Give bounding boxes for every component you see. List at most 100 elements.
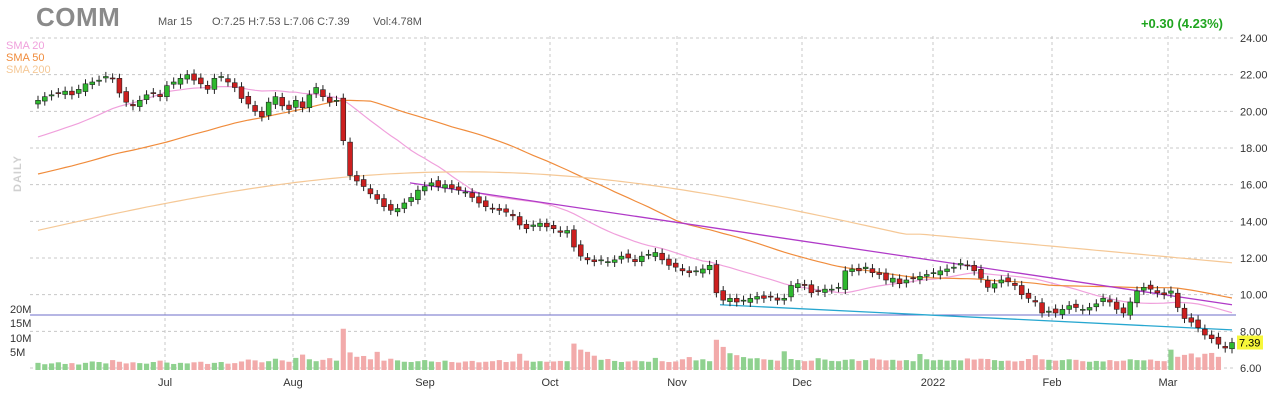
candle-body	[964, 264, 971, 267]
candle-body	[510, 214, 516, 217]
volume-bar	[869, 358, 876, 370]
volume-bar	[150, 362, 156, 370]
last-price-badge	[1237, 335, 1263, 350]
candle-body	[1100, 298, 1106, 302]
candle-body	[1127, 301, 1133, 316]
candle-body	[686, 270, 693, 273]
volume-bar	[910, 361, 916, 370]
volume-bar	[1202, 353, 1208, 370]
volume-bar	[374, 351, 380, 370]
volume-bar	[489, 361, 496, 370]
volume-bar	[842, 359, 848, 370]
volume-bar	[238, 361, 245, 370]
x-tick-label: Sep	[415, 377, 435, 389]
candle-body	[1005, 277, 1011, 283]
volume-bar	[252, 360, 258, 370]
volume-bar	[978, 358, 984, 370]
candle-body	[937, 270, 944, 276]
volume-bar	[225, 363, 231, 370]
volume-bar	[428, 361, 435, 370]
volume-bar	[476, 362, 482, 370]
candle-body	[550, 225, 557, 229]
volume-bar	[1025, 359, 1032, 370]
candle-body	[388, 204, 394, 211]
volume-bar	[354, 356, 360, 370]
candle-body	[218, 76, 224, 78]
candle-body	[333, 100, 340, 102]
candle-body	[740, 299, 747, 302]
candle-body	[1202, 328, 1208, 336]
x-tick-label: Dec	[792, 377, 812, 389]
volume-bar	[666, 362, 672, 370]
candle-body	[720, 290, 726, 301]
candle-body	[625, 253, 631, 259]
volume-bar	[333, 360, 340, 370]
candle-body	[415, 189, 421, 201]
candle-body	[896, 278, 903, 284]
candle-body	[130, 104, 136, 107]
volume-bar	[523, 360, 530, 370]
volume-bar	[1053, 360, 1059, 370]
y-tick-label: 20.00	[1240, 106, 1268, 118]
candle-body	[666, 258, 672, 266]
volume-bar	[598, 359, 604, 370]
volume-bar	[76, 364, 82, 370]
volume-bar	[137, 363, 143, 370]
candle-body	[645, 254, 652, 256]
volume-bar	[937, 359, 943, 370]
candle-body	[1012, 282, 1018, 286]
trendline-upper	[409, 182, 1233, 306]
candle-body	[618, 255, 625, 260]
volume-readout: Vol:4.78M	[373, 16, 422, 28]
candle-body	[1052, 308, 1059, 314]
volume-bar	[1012, 361, 1018, 370]
volume-bar	[1195, 357, 1201, 370]
volume-bar	[1100, 361, 1106, 370]
y-tick-label: 24.00	[1240, 33, 1268, 45]
candle-body	[347, 141, 353, 176]
volume-bar	[82, 362, 89, 370]
candle-body	[435, 180, 442, 187]
volume-bar	[171, 363, 177, 370]
volume-bar	[991, 360, 998, 370]
volume-bar	[930, 360, 937, 370]
volume-bar	[727, 353, 733, 370]
volume-bar	[605, 359, 611, 370]
volume-bar	[1120, 360, 1127, 370]
candle-body	[394, 208, 401, 213]
candle-body	[170, 81, 177, 85]
volume-bar	[951, 360, 957, 370]
volume-bar	[829, 360, 835, 370]
candle-body	[788, 285, 794, 298]
volume-bar	[69, 363, 75, 370]
candle-body	[754, 296, 760, 300]
candle-body	[1168, 290, 1174, 294]
candle-body	[293, 100, 299, 108]
candle-body	[842, 270, 849, 290]
volume-bar	[408, 362, 414, 370]
volume-bar	[245, 359, 251, 370]
volume-bar	[232, 363, 238, 370]
candle-body	[1025, 292, 1032, 299]
candle-body	[591, 259, 598, 262]
volume-bar	[266, 361, 272, 370]
volume-bar	[632, 360, 638, 370]
candle-body	[103, 76, 109, 79]
candle-body	[971, 265, 977, 272]
candle-body	[306, 94, 313, 108]
volume-bar	[449, 362, 455, 370]
volume-bar	[591, 355, 597, 370]
volume-bar	[401, 361, 407, 370]
volume-bar	[584, 351, 591, 370]
volume-bar	[1168, 349, 1174, 370]
candle-body	[917, 276, 923, 280]
volume-bar	[876, 359, 882, 370]
candle-body	[747, 298, 754, 303]
candle-body	[530, 224, 536, 227]
candle-body	[1032, 300, 1039, 303]
volume-bar	[720, 346, 726, 370]
candle-body	[381, 198, 387, 207]
volume-bar	[1127, 359, 1133, 370]
volume-bar	[130, 362, 136, 370]
